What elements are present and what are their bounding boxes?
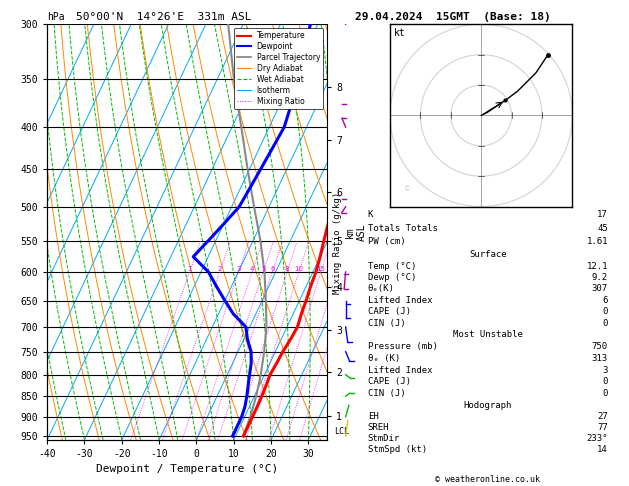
Text: LCL: LCL [334, 427, 349, 436]
Text: θₑ (K): θₑ (K) [368, 354, 400, 363]
Text: 9.2: 9.2 [592, 273, 608, 282]
Text: CAPE (J): CAPE (J) [368, 377, 411, 386]
Text: 6: 6 [603, 296, 608, 305]
Text: StmDir: StmDir [368, 434, 400, 443]
Text: 1: 1 [187, 266, 192, 272]
Text: Dewp (°C): Dewp (°C) [368, 273, 416, 282]
Text: © weatheronline.co.uk: © weatheronline.co.uk [435, 474, 540, 484]
Text: Lifted Index: Lifted Index [368, 296, 432, 305]
Text: 0: 0 [603, 307, 608, 316]
Text: Most Unstable: Most Unstable [453, 330, 523, 339]
Text: 29.04.2024  15GMT  (Base: 18): 29.04.2024 15GMT (Base: 18) [355, 12, 551, 22]
Text: CIN (J): CIN (J) [368, 319, 405, 328]
Text: 12.1: 12.1 [586, 261, 608, 271]
Text: 17: 17 [597, 210, 608, 219]
Text: 307: 307 [592, 284, 608, 294]
Text: hPa: hPa [47, 12, 65, 22]
Text: Mixing Ratio (g/kg): Mixing Ratio (g/kg) [333, 192, 342, 294]
Text: Pressure (mb): Pressure (mb) [368, 342, 438, 351]
Text: 27: 27 [597, 412, 608, 421]
Text: CIN (J): CIN (J) [368, 389, 405, 398]
Text: 3: 3 [603, 365, 608, 375]
Text: Hodograph: Hodograph [464, 400, 512, 410]
Text: 0: 0 [603, 319, 608, 328]
Text: 5: 5 [261, 266, 265, 272]
Text: CAPE (J): CAPE (J) [368, 307, 411, 316]
Text: 77: 77 [597, 423, 608, 432]
Text: 6: 6 [270, 266, 275, 272]
Text: EH: EH [368, 412, 379, 421]
Text: 1.61: 1.61 [586, 238, 608, 246]
Text: Surface: Surface [469, 250, 506, 259]
Text: 8: 8 [285, 266, 289, 272]
Text: kt: kt [394, 28, 406, 38]
Text: ©: © [405, 184, 410, 193]
Text: 313: 313 [592, 354, 608, 363]
Text: 0: 0 [603, 389, 608, 398]
Text: 15: 15 [316, 266, 325, 272]
X-axis label: Dewpoint / Temperature (°C): Dewpoint / Temperature (°C) [96, 465, 278, 474]
Text: Temp (°C): Temp (°C) [368, 261, 416, 271]
Text: PW (cm): PW (cm) [368, 238, 405, 246]
Text: 3: 3 [237, 266, 241, 272]
Text: K: K [368, 210, 373, 219]
Text: 10: 10 [294, 266, 303, 272]
Legend: Temperature, Dewpoint, Parcel Trajectory, Dry Adiabat, Wet Adiabat, Isotherm, Mi: Temperature, Dewpoint, Parcel Trajectory… [234, 28, 323, 109]
Text: 2: 2 [218, 266, 222, 272]
Text: 45: 45 [597, 224, 608, 233]
Text: Lifted Index: Lifted Index [368, 365, 432, 375]
Text: 0: 0 [603, 377, 608, 386]
Text: 4: 4 [250, 266, 255, 272]
Text: SREH: SREH [368, 423, 389, 432]
Text: StmSpd (kt): StmSpd (kt) [368, 445, 427, 454]
Text: Totals Totals: Totals Totals [368, 224, 438, 233]
Text: 233°: 233° [586, 434, 608, 443]
Text: 14: 14 [597, 445, 608, 454]
Text: 50°00'N  14°26'E  331m ASL: 50°00'N 14°26'E 331m ASL [75, 12, 252, 22]
Y-axis label: km
ASL: km ASL [345, 223, 366, 241]
Text: 750: 750 [592, 342, 608, 351]
Text: θₑ(K): θₑ(K) [368, 284, 394, 294]
